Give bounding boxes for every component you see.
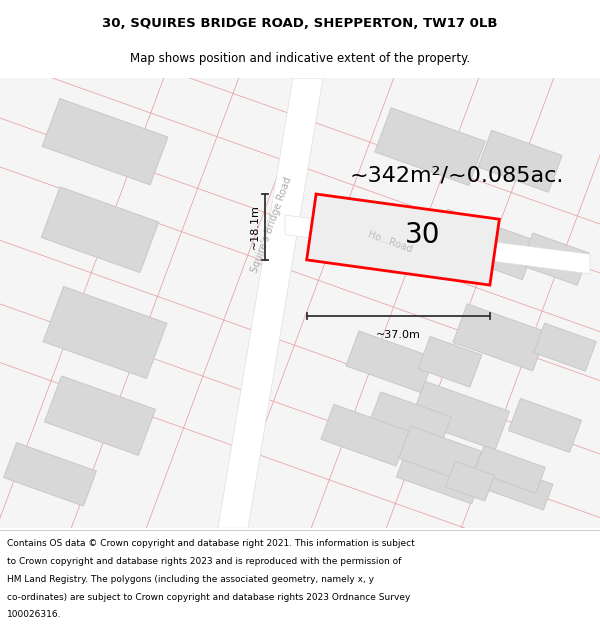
Text: 30, SQUIRES BRIDGE ROAD, SHEPPERTON, TW17 0LB: 30, SQUIRES BRIDGE ROAD, SHEPPERTON, TW1… xyxy=(102,17,498,30)
Polygon shape xyxy=(478,131,562,192)
Polygon shape xyxy=(418,336,482,387)
Polygon shape xyxy=(453,304,547,371)
Text: ~18.1m: ~18.1m xyxy=(250,204,260,249)
Text: Map shows position and indicative extent of the property.: Map shows position and indicative extent… xyxy=(130,52,470,65)
Polygon shape xyxy=(399,426,481,483)
Polygon shape xyxy=(321,404,409,466)
Polygon shape xyxy=(375,107,485,186)
Text: ~342m²/~0.085ac.: ~342m²/~0.085ac. xyxy=(350,166,565,186)
Polygon shape xyxy=(43,286,167,379)
Polygon shape xyxy=(508,399,581,452)
Text: ~37.0m: ~37.0m xyxy=(376,330,421,340)
Polygon shape xyxy=(410,381,509,450)
Text: 100026316.: 100026316. xyxy=(7,611,62,619)
Polygon shape xyxy=(42,99,168,185)
Text: Squire's Bridge Road: Squire's Bridge Road xyxy=(250,176,294,274)
Polygon shape xyxy=(346,331,434,392)
Polygon shape xyxy=(369,392,451,449)
Text: HM Land Registry. The polygons (including the associated geometry, namely x, y: HM Land Registry. The polygons (includin… xyxy=(7,574,374,584)
Polygon shape xyxy=(397,445,484,504)
Polygon shape xyxy=(285,215,590,274)
Text: co-ordinates) are subject to Crown copyright and database rights 2023 Ordnance S: co-ordinates) are subject to Crown copyr… xyxy=(7,592,410,601)
Polygon shape xyxy=(307,194,499,285)
Text: Contains OS data © Crown copyright and database right 2021. This information is : Contains OS data © Crown copyright and d… xyxy=(7,539,415,548)
Polygon shape xyxy=(445,461,494,501)
Text: 30: 30 xyxy=(405,221,441,249)
Polygon shape xyxy=(521,233,589,285)
Polygon shape xyxy=(41,187,159,272)
Text: Ho...Road: Ho...Road xyxy=(367,230,413,255)
Polygon shape xyxy=(533,323,596,371)
Text: to Crown copyright and database rights 2023 and is reproduced with the permissio: to Crown copyright and database rights 2… xyxy=(7,557,401,566)
Polygon shape xyxy=(475,446,545,493)
Polygon shape xyxy=(433,209,537,279)
Polygon shape xyxy=(218,78,323,528)
Polygon shape xyxy=(44,376,155,456)
Polygon shape xyxy=(487,464,553,510)
Polygon shape xyxy=(4,442,97,506)
